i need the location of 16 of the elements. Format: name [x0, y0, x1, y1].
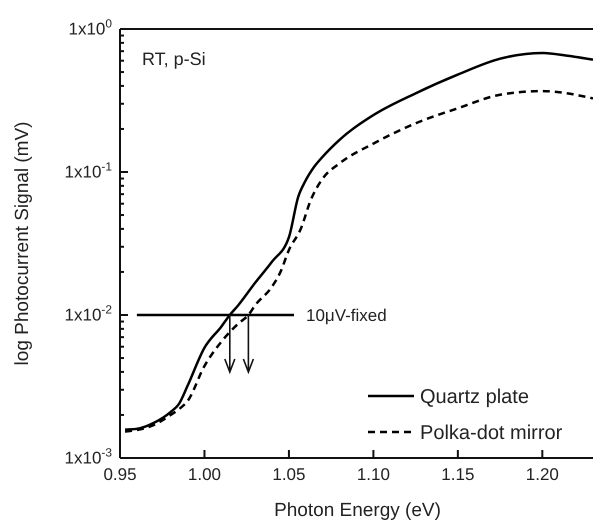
x-tick-label: 1.00 [188, 465, 222, 484]
x-axis-title: Photon Energy (eV) [274, 500, 441, 521]
y-tick-label: 1x10$^{-2}$ [64, 302, 112, 324]
y-tick-label: 1x10$^{0}$ [68, 16, 112, 38]
x-tick-label: 1.20 [526, 465, 559, 484]
annotation: 10μV-fixed [306, 306, 387, 325]
legend-label: Polka-dot mirror [420, 422, 563, 444]
x-tick-label: 1.15 [441, 465, 474, 484]
x-tick-label: 1.10 [356, 465, 390, 484]
annotation: RT, p-Si [142, 49, 206, 69]
legend-label: Quartz plate [420, 386, 529, 408]
y-axis-title: log Photocurrent Signal (mV) [12, 122, 33, 366]
y-tick-label: 1x10$^{-3}$ [64, 445, 112, 468]
x-tick-label: 1.05 [272, 465, 306, 484]
y-tick-label: 1x10$^{-1}$ [64, 159, 112, 182]
x-tick-label: 0.95 [103, 465, 137, 484]
